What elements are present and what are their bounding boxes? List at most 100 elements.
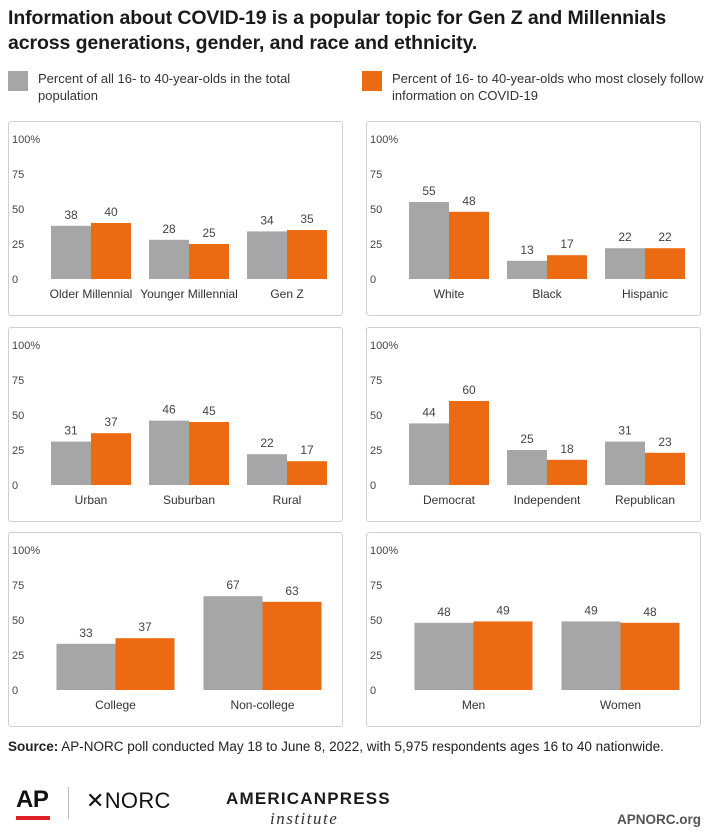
category-label: Men bbox=[462, 698, 485, 712]
legend-label-covid-followers: Percent of 16- to 40-year-olds who most … bbox=[392, 71, 704, 103]
chart-title: Information about COVID-19 is a popular … bbox=[8, 7, 667, 54]
data-label: 63 bbox=[285, 584, 299, 598]
data-label: 45 bbox=[202, 404, 216, 418]
bar-total-population bbox=[605, 248, 645, 279]
bar-total-population bbox=[247, 231, 287, 279]
data-label: 38 bbox=[64, 208, 78, 222]
data-label: 13 bbox=[520, 243, 534, 257]
chart-panel-gender: 0 25 50 75 100% 48 49 Men 49 48 Women bbox=[366, 532, 701, 727]
y-tick-label: 75 bbox=[370, 375, 382, 387]
bar-total-population bbox=[414, 622, 474, 690]
category-label: Republican bbox=[615, 493, 675, 507]
category-label: Older Millennial bbox=[50, 287, 133, 301]
legend-swatch-gray bbox=[8, 71, 28, 91]
data-label: 44 bbox=[422, 405, 436, 419]
data-label: 37 bbox=[138, 620, 152, 634]
bar-total-population bbox=[247, 454, 287, 485]
y-tick-label: 50 bbox=[370, 410, 382, 422]
y-tick-label: 100% bbox=[370, 134, 398, 146]
bar-covid-followers bbox=[449, 401, 489, 485]
bar-covid-followers bbox=[115, 638, 175, 690]
y-tick-label: 25 bbox=[370, 239, 382, 251]
legend-swatch-orange bbox=[362, 71, 382, 91]
bar-covid-followers bbox=[645, 248, 685, 279]
bar-total-population bbox=[561, 621, 621, 690]
bar-total-population bbox=[149, 239, 189, 279]
source-text: AP-NORC poll conducted May 18 to June 8,… bbox=[61, 739, 664, 754]
data-label: 48 bbox=[437, 605, 451, 619]
category-label: Women bbox=[600, 698, 641, 712]
y-tick-label: 0 bbox=[12, 685, 18, 697]
category-label: College bbox=[95, 698, 136, 712]
bar-total-population bbox=[409, 202, 449, 279]
data-label: 49 bbox=[584, 603, 598, 617]
credit-link[interactable]: APNORC.org bbox=[617, 812, 701, 827]
data-label: 60 bbox=[462, 383, 476, 397]
y-tick-label: 100% bbox=[370, 340, 398, 352]
category-label: Suburban bbox=[163, 493, 215, 507]
category-label: Democrat bbox=[423, 493, 476, 507]
bar-total-population bbox=[149, 420, 189, 485]
y-tick-label: 0 bbox=[12, 480, 18, 492]
data-label: 17 bbox=[560, 237, 574, 251]
chart-panel-area: 0 25 50 75 100% 31 37 Urban 46 45 Suburban 22 17 Rura… bbox=[8, 327, 343, 522]
data-label: 46 bbox=[162, 403, 176, 417]
data-label: 34 bbox=[260, 213, 274, 227]
category-label: Younger Millennial bbox=[140, 287, 238, 301]
bar-total-population bbox=[51, 441, 91, 485]
bar-total-population bbox=[51, 225, 91, 279]
data-label: 37 bbox=[104, 415, 118, 429]
data-label: 31 bbox=[64, 424, 78, 438]
y-tick-label: 0 bbox=[12, 274, 18, 286]
chart-panel-education: 0 25 50 75 100% 33 37 College 67 63 Non-college bbox=[8, 532, 343, 727]
data-label: 23 bbox=[658, 435, 672, 449]
bar-total-population bbox=[409, 423, 449, 485]
category-label: Rural bbox=[273, 493, 302, 507]
category-label: Non-college bbox=[230, 698, 294, 712]
y-tick-label: 25 bbox=[12, 445, 24, 457]
chart-svg-area: 0 25 50 75 100% 31 37 Urban 46 45 Suburban 22 17 Rura… bbox=[12, 340, 327, 507]
data-label: 22 bbox=[658, 230, 672, 244]
chart-svg-education: 0 25 50 75 100% 33 37 College 67 63 Non-college bbox=[12, 545, 322, 712]
data-label: 33 bbox=[79, 626, 93, 640]
data-label: 40 bbox=[104, 205, 118, 219]
bar-covid-followers bbox=[620, 622, 680, 690]
bar-total-population bbox=[56, 643, 116, 690]
chart-panel-generation: 0 25 50 75 100% 38 40 Older Millennial 28 25 Young… bbox=[8, 121, 343, 316]
norc-logo-text: NORC bbox=[104, 788, 171, 813]
category-label: Gen Z bbox=[270, 287, 303, 301]
chart-svg-gender: 0 25 50 75 100% 48 49 Men 49 48 Women bbox=[370, 545, 680, 712]
bar-covid-followers bbox=[287, 461, 327, 485]
chart-svg-race-ethnicity: 0 25 50 75 100% 55 48 White 13 17 Black 22 22 Hispani… bbox=[370, 134, 685, 301]
y-tick-label: 100% bbox=[12, 340, 40, 352]
norc-star-icon: ✕ bbox=[86, 788, 105, 813]
bar-covid-followers bbox=[287, 230, 327, 279]
data-label: 48 bbox=[462, 194, 476, 208]
y-tick-label: 75 bbox=[12, 169, 24, 181]
bar-covid-followers bbox=[547, 255, 587, 279]
data-label: 28 bbox=[162, 222, 176, 236]
ap-logo-bar bbox=[16, 816, 50, 820]
y-tick-label: 50 bbox=[12, 204, 24, 216]
source-label: Source: bbox=[8, 739, 59, 754]
y-tick-label: 100% bbox=[12, 545, 40, 557]
chart-panel-party: 0 25 50 75 100% 44 60 Democrat 25 18 Independent 31… bbox=[366, 327, 701, 522]
y-tick-label: 25 bbox=[370, 650, 382, 662]
data-label: 22 bbox=[260, 436, 274, 450]
source-note: Source: AP-NORC poll conducted May 18 to… bbox=[8, 738, 698, 756]
data-label: 55 bbox=[422, 184, 436, 198]
category-label: White bbox=[434, 287, 465, 301]
y-tick-label: 75 bbox=[12, 580, 24, 592]
chart-panel-race-ethnicity: 0 25 50 75 100% 55 48 White 13 17 Black 22 22 Hispani… bbox=[366, 121, 701, 316]
bar-total-population bbox=[507, 450, 547, 485]
y-tick-label: 50 bbox=[12, 410, 24, 422]
data-label: 25 bbox=[202, 226, 216, 240]
bar-covid-followers bbox=[91, 433, 131, 485]
y-tick-label: 0 bbox=[370, 480, 376, 492]
y-tick-label: 0 bbox=[370, 274, 376, 286]
bar-total-population bbox=[507, 260, 547, 279]
data-label: 22 bbox=[618, 230, 632, 244]
logo-divider bbox=[68, 787, 69, 819]
y-tick-label: 50 bbox=[370, 615, 382, 627]
data-label: 35 bbox=[300, 212, 314, 226]
